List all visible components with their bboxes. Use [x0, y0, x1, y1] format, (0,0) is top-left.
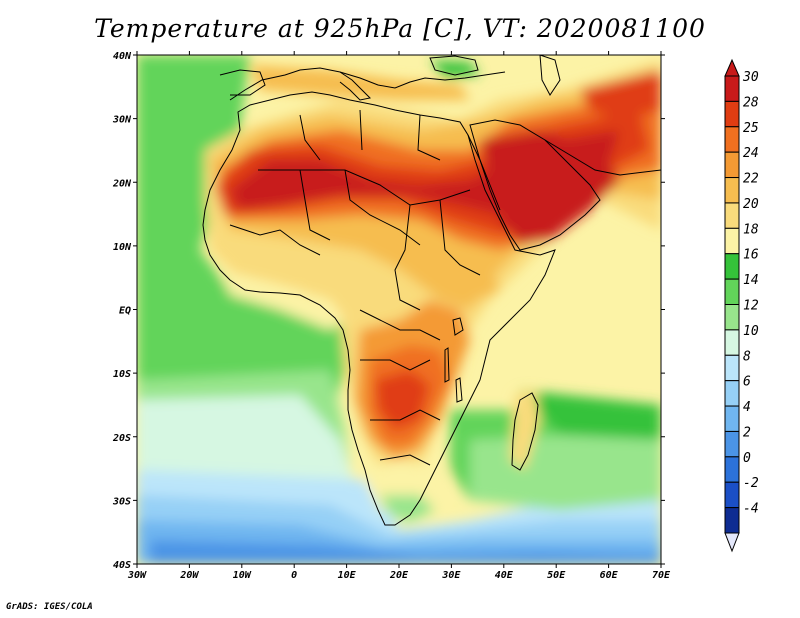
lon-label: 30W — [127, 570, 147, 581]
lon-label: 10W — [233, 570, 252, 581]
colorbar-label: 8 — [743, 349, 751, 364]
lon-label: 70E — [652, 570, 671, 581]
colorbar-label: 0 — [743, 451, 751, 466]
colorbar-label: 4 — [743, 400, 751, 415]
colorbar-label: 12 — [743, 299, 759, 314]
lat-label: 20S — [112, 433, 131, 444]
colorbar-swatch — [724, 253, 740, 280]
colorbar-swatch — [724, 354, 740, 382]
lat-label: 30S — [112, 496, 131, 507]
coastlines — [202, 55, 661, 526]
lat-label: 10N — [113, 242, 132, 253]
colorbar-label: 16 — [743, 248, 759, 263]
colorbar-swatch — [724, 202, 740, 229]
colorbar-top-arrow — [724, 58, 740, 77]
colorbar-swatch — [724, 177, 740, 204]
lon-label: 10E — [338, 570, 357, 581]
lat-label: 20N — [112, 178, 132, 189]
grads-credit: GrADS: IGES/COLA — [6, 602, 93, 612]
colorbar-label: 22 — [743, 172, 759, 187]
colorbar-label: 2 — [743, 425, 751, 440]
colorbar-swatch — [724, 456, 740, 483]
colorbar-label: 30 — [742, 70, 759, 85]
lat-label: 40N — [113, 51, 132, 62]
colorbar-swatch — [724, 227, 740, 255]
colorbar-label: 20 — [743, 197, 759, 212]
lat-label: 40S — [113, 560, 131, 571]
colorbar-label: 24 — [743, 146, 759, 161]
colorbar-label: 28 — [743, 95, 759, 110]
colorbar-swatch — [724, 329, 740, 356]
colorbar-label: 6 — [743, 375, 751, 390]
colorbar-label: 18 — [743, 222, 759, 237]
lat-label: EQ — [119, 306, 131, 317]
colorbar-swatch — [724, 304, 740, 331]
colorbar-swatch — [724, 405, 740, 432]
colorbar-swatch — [724, 100, 740, 128]
colorbar-swatch — [724, 430, 740, 458]
colorbar-swatch — [724, 507, 740, 534]
colorbar-swatch — [724, 126, 740, 153]
colorbar-swatch — [724, 481, 740, 509]
colorbar-swatch — [724, 278, 740, 306]
colorbar-label: 10 — [743, 324, 759, 339]
colorbar-swatch — [724, 75, 740, 102]
lat-label: 10S — [113, 369, 131, 380]
lon-label: 0 — [291, 570, 297, 581]
colorbar-swatch — [724, 151, 740, 179]
lon-label: 60E — [600, 570, 619, 581]
colorbar-label: 25 — [743, 121, 759, 136]
temperature-field — [137, 55, 661, 564]
lon-label: 20E — [389, 570, 409, 581]
colorbar-label: -2 — [743, 476, 759, 491]
colorbar-label: -4 — [743, 502, 759, 517]
lon-label: 20W — [179, 570, 199, 581]
lat-label: 30N — [112, 115, 132, 126]
lon-label: 50E — [547, 570, 566, 581]
lon-label: 30E — [441, 570, 461, 581]
colorbar-bottom-arrow — [724, 532, 740, 553]
lon-label: 40E — [495, 570, 514, 581]
colorbar-swatch — [724, 380, 740, 407]
map-title: Temperature at 925hPa [C], VT: 202008110… — [94, 14, 706, 43]
colorbar-label: 14 — [743, 273, 759, 288]
